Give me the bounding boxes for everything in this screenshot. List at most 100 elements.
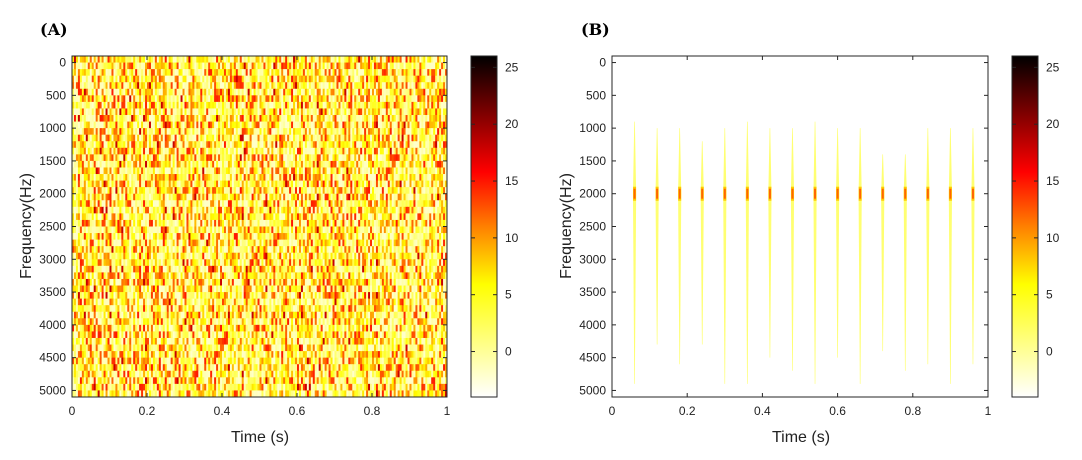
heatmap-cell — [123, 82, 126, 90]
heatmap-cell — [373, 187, 377, 195]
heatmap-cell — [83, 193, 87, 201]
heatmap-cell — [91, 134, 95, 142]
heatmap-cell — [350, 134, 353, 142]
heatmap-cell — [133, 154, 136, 162]
heatmap-cell — [162, 115, 166, 122]
heatmap-cell — [164, 62, 168, 70]
heatmap-cell — [310, 101, 314, 109]
heatmap-cell — [131, 187, 134, 195]
heatmap-cell — [216, 108, 219, 116]
heatmap-cell — [411, 115, 414, 122]
heatmap-cell — [295, 101, 298, 109]
heatmap-cell — [320, 69, 324, 77]
heatmap-cell — [368, 193, 371, 201]
heatmap-cell — [435, 187, 438, 195]
heatmap-cell — [298, 193, 302, 201]
heatmap-cell — [308, 206, 312, 214]
heatmap-cell — [421, 174, 424, 181]
heatmap-cell — [87, 121, 91, 129]
heatmap-cell — [304, 69, 308, 77]
heatmap-cell — [162, 167, 166, 175]
heatmap-cell — [275, 147, 278, 155]
heatmap-cell — [433, 121, 436, 129]
heatmap-cell — [354, 193, 357, 201]
heatmap-cell — [152, 147, 156, 155]
heatmap-cell — [241, 56, 245, 63]
heatmap-cell — [148, 160, 152, 168]
heatmap-cell — [399, 187, 402, 195]
heatmap-cell — [109, 180, 112, 188]
heatmap-cell — [381, 62, 385, 70]
heatmap-cell — [235, 187, 239, 195]
heatmap-cell — [249, 193, 252, 201]
heatmap-cell — [334, 206, 337, 214]
heatmap-cell — [324, 75, 327, 83]
heatmap-cell — [263, 180, 266, 188]
heatmap-cell — [306, 62, 310, 70]
heatmap-cell — [117, 88, 120, 96]
heatmap-cell — [107, 167, 110, 175]
heatmap-cell — [297, 193, 300, 201]
heatmap-cell — [216, 62, 219, 70]
heatmap-cell — [239, 95, 243, 103]
heatmap-cell — [320, 213, 324, 221]
heatmap-cell — [105, 115, 108, 122]
heatmap-cell — [279, 128, 282, 136]
heatmap-cell — [109, 69, 112, 77]
heatmap-cell — [147, 167, 150, 175]
heatmap-cell — [150, 121, 154, 129]
heatmap-cell — [220, 88, 223, 96]
heatmap-cell — [174, 206, 177, 214]
heatmap-cell — [437, 206, 440, 214]
heatmap-cell — [141, 206, 144, 214]
heatmap-cell — [435, 193, 438, 201]
heatmap-cell — [263, 193, 266, 201]
heatmap-cell — [180, 88, 183, 96]
heatmap-cell — [225, 193, 229, 201]
heatmap-cell — [79, 147, 83, 155]
heatmap-cell — [298, 88, 302, 96]
heatmap-cell — [172, 174, 176, 181]
heatmap-cell — [395, 88, 399, 96]
heatmap-cell — [409, 115, 412, 122]
heatmap-cell — [259, 62, 262, 70]
heatmap-cell — [354, 75, 357, 83]
heatmap-cell — [308, 56, 312, 63]
heatmap-cell — [350, 193, 353, 201]
heatmap-cell — [73, 69, 77, 77]
heatmap-cell — [443, 134, 446, 142]
heatmap-cell — [334, 69, 337, 77]
heatmap-cell — [141, 62, 144, 70]
heatmap-cell — [344, 193, 347, 201]
heatmap-cell — [401, 206, 404, 214]
heatmap-cell — [381, 128, 385, 136]
heatmap-cell — [267, 101, 270, 109]
heatmap-cell — [360, 108, 363, 116]
heatmap-cell — [202, 160, 205, 168]
heatmap-cell — [198, 82, 201, 90]
heatmap-cell — [184, 206, 187, 214]
heatmap-cell — [231, 141, 235, 149]
heatmap-cell — [123, 115, 126, 122]
heatmap-cell — [178, 115, 181, 122]
heatmap-cell — [91, 141, 95, 149]
heatmap-cell — [289, 174, 292, 181]
heatmap-cell — [101, 226, 104, 234]
heatmap-cell — [433, 56, 436, 63]
heatmap-cell — [208, 206, 211, 214]
heatmap-cell — [427, 206, 430, 214]
heatmap-cell — [413, 95, 416, 103]
heatmap-cell — [366, 69, 369, 77]
heatmap-cell — [302, 108, 306, 116]
heatmap-cell — [297, 200, 300, 208]
heatmap-cell — [385, 141, 389, 149]
heatmap-cell — [259, 141, 262, 149]
heatmap-cell — [287, 88, 290, 96]
heatmap-cell — [328, 115, 331, 122]
heatmap-cell — [113, 88, 116, 96]
heatmap-cell — [129, 200, 132, 208]
heatmap-cell — [192, 82, 195, 90]
heatmap-cell — [419, 95, 422, 103]
heatmap-cell — [127, 115, 130, 122]
heatmap-cell — [133, 101, 136, 109]
